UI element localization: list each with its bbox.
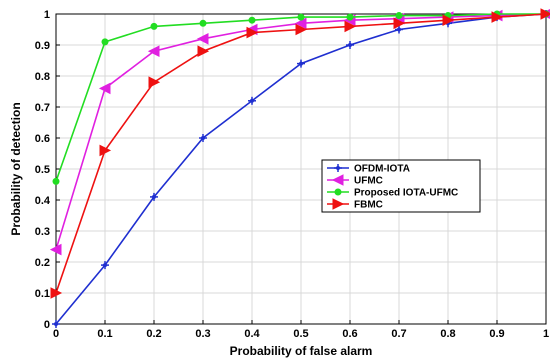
marker-dot <box>250 98 254 103</box>
y-tick-label: 0.3 <box>35 226 50 238</box>
data-point <box>49 243 62 256</box>
legend-marker <box>334 164 342 172</box>
data-point <box>297 13 305 21</box>
legend-label: OFDM-IOTA <box>354 164 410 175</box>
axis-ticks: 0 0.1 0.2 0.3 0.4 0.5 0.6 0.7 0.8 0.9 1 0 0.1 0.2 0.3 0… <box>35 9 549 340</box>
series-ofdm-iota <box>52 10 550 328</box>
marker-dot <box>336 166 340 170</box>
y-axis-label: Probability of detection <box>9 102 23 235</box>
data-point <box>50 287 63 299</box>
legend-entry: FBMC <box>327 198 383 211</box>
data-point <box>540 8 550 20</box>
x-tick-label: 0.8 <box>440 328 455 340</box>
x-tick-label: 0.6 <box>342 328 357 340</box>
data-point <box>395 25 403 34</box>
marker-dot <box>201 136 205 140</box>
data-point <box>393 17 406 30</box>
x-tick-label: 0.5 <box>293 328 308 340</box>
x-tick-label: 1 <box>543 328 549 340</box>
data-point <box>99 144 112 157</box>
data-point <box>248 16 256 24</box>
series-group <box>49 8 550 328</box>
x-tick-label: 0.2 <box>146 328 161 340</box>
x-tick-label: 0.3 <box>195 328 210 340</box>
series-fbmc <box>50 8 550 299</box>
x-tick-label: 0.1 <box>97 328 112 340</box>
data-point <box>246 26 259 39</box>
x-tick-label: 0.9 <box>489 328 504 340</box>
data-point <box>442 14 455 27</box>
y-tick-label: 0.9 <box>35 40 50 52</box>
data-point <box>395 12 403 20</box>
legend-marker <box>334 188 342 196</box>
legend-label: Proposed IOTA-UFMC <box>354 188 458 199</box>
data-point <box>199 134 207 142</box>
y-tick-label: 0.2 <box>35 257 50 269</box>
data-point <box>150 22 158 30</box>
data-point <box>199 19 207 27</box>
data-point <box>147 45 160 58</box>
marker-dot <box>152 194 156 199</box>
legend-entry: OFDM-IOTA <box>327 164 410 175</box>
x-axis-label: Probability of false alarm <box>230 344 373 358</box>
data-point <box>148 76 161 89</box>
y-tick-label: 0.8 <box>35 71 50 83</box>
data-point <box>346 13 354 21</box>
data-point <box>196 32 209 45</box>
y-tick-label: 0.1 <box>35 288 50 300</box>
y-tick-label: 0.6 <box>35 133 50 145</box>
y-tick-label: 1 <box>44 9 50 21</box>
data-point <box>346 41 354 49</box>
x-tick-label: 0.4 <box>244 328 260 340</box>
data-point <box>344 20 357 33</box>
data-point <box>101 261 109 270</box>
x-tick-label: 0 <box>53 328 59 340</box>
legend-marker <box>331 174 344 186</box>
data-point <box>98 82 111 95</box>
data-point <box>150 192 158 201</box>
data-point <box>491 11 504 23</box>
marker-dot <box>54 322 58 326</box>
data-point <box>52 320 60 328</box>
y-tick-label: 0.7 <box>35 102 50 114</box>
data-point <box>295 23 308 36</box>
marker-dot <box>397 27 401 32</box>
data-point <box>294 17 307 30</box>
data-point <box>297 59 305 68</box>
marker-dot <box>103 263 107 268</box>
data-point <box>197 45 210 58</box>
data-point <box>248 96 256 105</box>
legend-marker <box>332 198 345 210</box>
legend-label: UFMC <box>354 176 383 187</box>
legend-entry: Proposed IOTA-UFMC <box>327 188 458 199</box>
marker-dot <box>348 43 352 47</box>
y-tick-label: 0.4 <box>35 195 51 207</box>
data-point <box>52 177 60 185</box>
legend-entry: UFMC <box>327 174 383 187</box>
x-tick-label: 0.7 <box>391 328 406 340</box>
legend-label: FBMC <box>354 200 383 211</box>
data-point <box>101 38 109 46</box>
series-proposed-iota-ufmc <box>52 10 550 185</box>
marker-dot <box>299 61 303 66</box>
y-tick-label: 0.5 <box>35 164 50 176</box>
y-tick-label: 0 <box>44 319 50 331</box>
